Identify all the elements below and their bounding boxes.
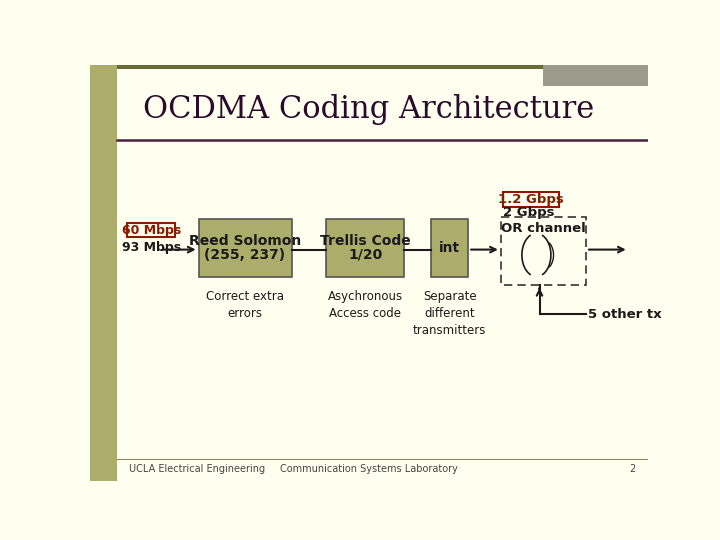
Bar	[326, 219, 404, 276]
Text: OR channel: OR channel	[501, 221, 586, 234]
Text: 5 other tx: 5 other tx	[588, 308, 662, 321]
Text: 60 Mbps: 60 Mbps	[122, 224, 181, 237]
Bar	[117, 65, 648, 70]
Text: 2: 2	[629, 464, 636, 474]
Bar	[503, 192, 559, 207]
Text: Correct extra
errors: Correct extra errors	[206, 291, 284, 320]
Text: (255, 237): (255, 237)	[204, 248, 286, 261]
Text: Communication Systems Laboratory: Communication Systems Laboratory	[280, 464, 458, 474]
Bar	[90, 65, 117, 481]
Text: 1/20: 1/20	[348, 248, 382, 261]
Text: 2 Gbps: 2 Gbps	[503, 206, 554, 219]
Text: UCLA Electrical Engineering: UCLA Electrical Engineering	[129, 464, 265, 474]
Text: 1.2 Gbps: 1.2 Gbps	[498, 193, 564, 206]
Bar	[431, 219, 468, 276]
Bar	[500, 217, 586, 285]
Text: Asychronous
Access code: Asychronous Access code	[328, 291, 402, 320]
Text: Reed Solomon: Reed Solomon	[189, 234, 301, 248]
Text: Separate
different
transmitters: Separate different transmitters	[413, 291, 486, 338]
Text: 93 Mbps: 93 Mbps	[122, 241, 181, 254]
Bar	[127, 224, 175, 237]
Bar	[544, 65, 648, 86]
Text: OCDMA Coding Architecture: OCDMA Coding Architecture	[143, 94, 594, 125]
Bar	[199, 219, 292, 276]
Text: int: int	[439, 241, 460, 255]
Text: Trellis Code: Trellis Code	[320, 234, 410, 248]
